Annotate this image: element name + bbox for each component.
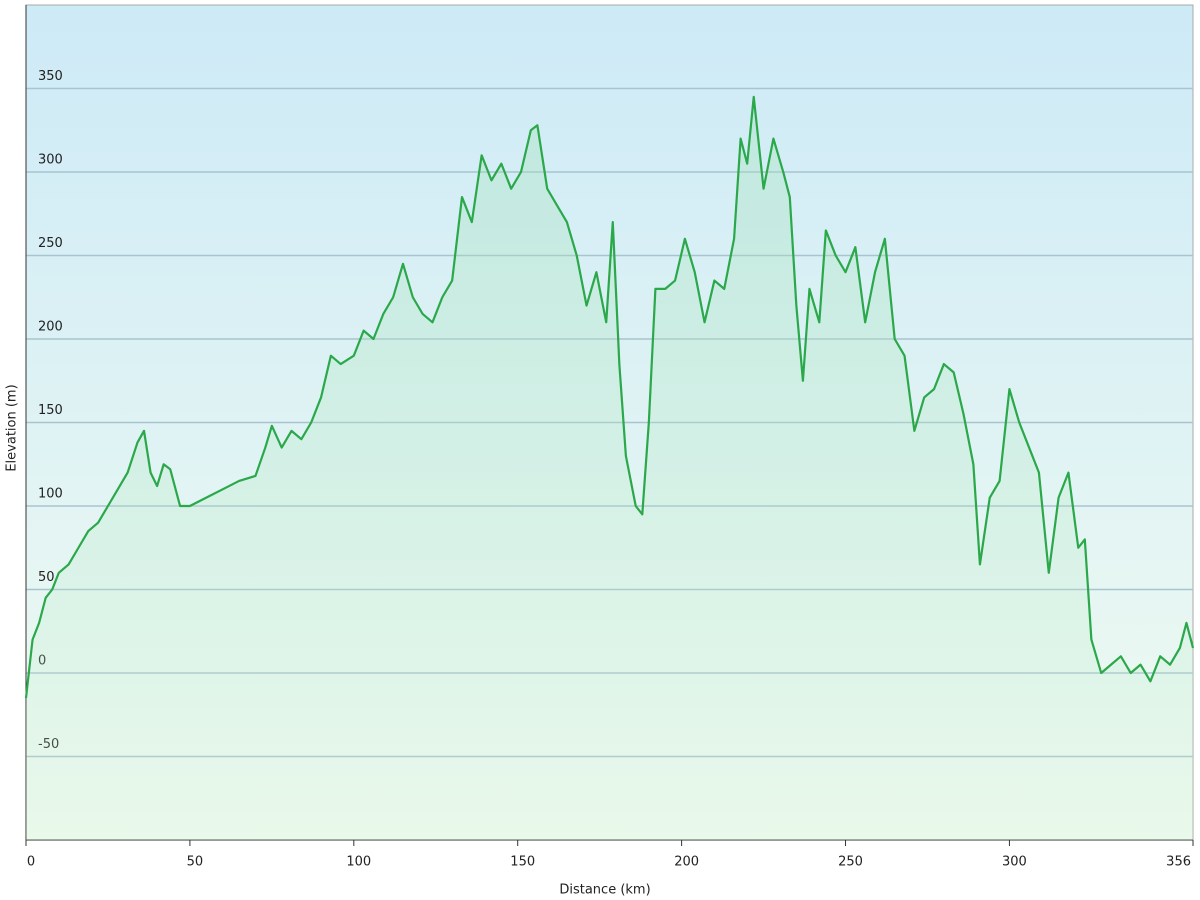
x-tick-label: 50 — [187, 855, 204, 870]
y-tick-label: 300 — [38, 153, 63, 168]
x-tick-label: 300 — [1002, 855, 1027, 870]
y-tick-label: 200 — [38, 320, 63, 335]
x-tick-label: 0 — [27, 855, 35, 870]
x-axis-label: Distance (km) — [559, 883, 650, 898]
x-tick-label: 250 — [838, 855, 863, 870]
x-tick-label: 150 — [510, 855, 535, 870]
y-tick-label: 350 — [38, 69, 63, 84]
x-tick-label: 200 — [674, 855, 699, 870]
y-tick-label: 100 — [38, 487, 63, 502]
y-tick-label: 150 — [38, 403, 63, 418]
y-tick-label: 50 — [38, 570, 55, 585]
y-axis-label: Elevation (m) — [5, 384, 20, 471]
x-tick-label: 100 — [346, 855, 371, 870]
x-tick-label: 356 — [1166, 855, 1191, 870]
y-tick-label: 250 — [38, 236, 63, 251]
area-fill — [26, 96, 1193, 841]
elevation-line — [24, 95, 1195, 699]
